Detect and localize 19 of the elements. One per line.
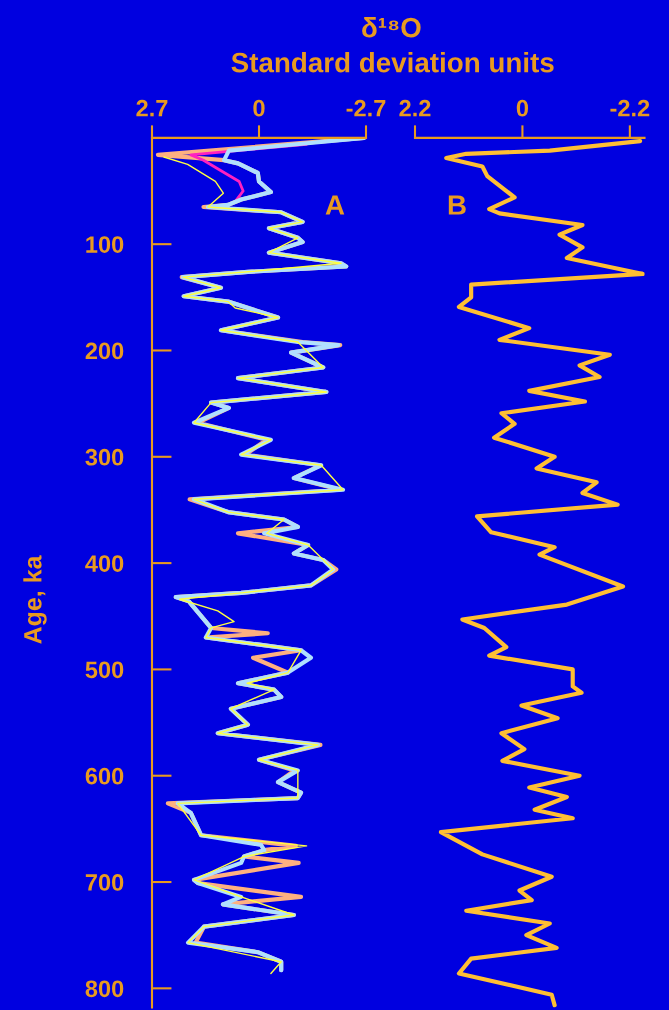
y-tick-label: 400 [85, 555, 124, 572]
x-tick-label: -2.2 [610, 99, 650, 117]
x-tick-label: 2.2 [399, 99, 431, 117]
y-axis-title: Age, ka [23, 555, 47, 644]
annotation: A [325, 195, 345, 215]
annotation: B [448, 195, 466, 215]
y-tick-label: 200 [85, 342, 124, 360]
x-tick-label: 2.7 [136, 99, 168, 117]
chart-title: δ¹⁸O [362, 17, 421, 38]
x-tick-label: 0 [516, 99, 529, 117]
y-tick-label: 100 [86, 236, 124, 253]
y-tick-label: 800 [85, 980, 124, 998]
x-axis-title: Standard deviation units [231, 52, 554, 73]
y-tick-label: 300 [85, 448, 124, 466]
y-tick-label: 600 [85, 767, 124, 785]
y-tick-label: 500 [85, 661, 124, 679]
x-tick-label: -2.7 [346, 99, 386, 117]
y-tick-label: 700 [85, 874, 124, 891]
x-tick-label: 0 [253, 99, 265, 117]
